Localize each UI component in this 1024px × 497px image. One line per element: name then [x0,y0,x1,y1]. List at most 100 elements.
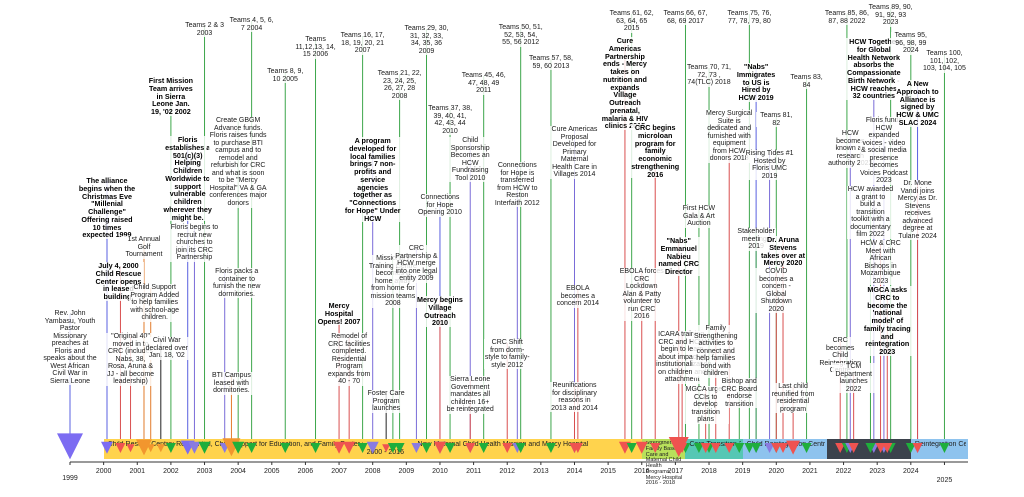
program-band [910,439,968,459]
year-label: 2019 [734,468,751,475]
event-label: Create GBGM Advance funds. Floris raises… [209,117,268,208]
event-label: Mercy Hospital Opens! 2007 [316,301,363,326]
event-marker [677,443,688,453]
event-label: Foster Care Program launches [364,390,409,413]
event-label: Teams 100, 101, 102, 103, 104, 105 [922,50,967,73]
event-label: Floris packs a container to furnish the … [211,268,262,299]
event-marker [366,441,379,454]
event-label: July 4, 2000 Child Rescue Center opens i… [92,262,145,301]
event-marker [835,443,846,453]
year-label: 2003 [196,468,213,475]
event-marker [343,441,356,454]
year-label: 2015 [600,468,616,475]
event-marker [939,443,950,453]
year-label: 2011 [466,468,482,475]
event-marker [778,443,789,453]
event-marker [156,444,165,453]
event-marker [357,443,368,453]
event-label: Teams 45, 46, 47, 48, 49 2011 [461,72,506,95]
event-label: A New Approach to Alliance is signed by … [895,79,940,127]
event-label: Teams 16, 17, 18, 19, 20, 21 2007 [339,32,386,55]
event-marker [724,443,735,453]
event-label: Last child reunified from residential pr… [771,383,816,414]
year-label: 2004 [230,468,246,475]
year-label: 2018 [701,468,717,475]
event-label: HCW becomes known as research authority … [827,130,874,168]
event-label: Floris establishes a 501(c)(3) Helping C… [159,136,216,222]
event-label: Teams 21, 22, 23, 24, 25, 26, 27, 28 200… [377,70,422,101]
event-label: CRC Shift from dorm-style to family-styl… [484,339,531,370]
event-label: Sierra Leone Government mandates all chi… [446,376,495,414]
event-marker [693,443,704,453]
year-label: 2016 [633,468,650,475]
year-label: 2000 [95,468,112,475]
year-label: 2024 [903,468,919,475]
event-label: Teams 66, 67, 68, 69 2017 [663,10,708,26]
program-band-label: 2000 - 2016 [366,449,404,456]
event-marker [882,443,893,453]
event-marker [465,443,476,453]
event-marker [411,443,422,453]
event-label: HCW awarded a grant to build a transitio… [847,186,894,239]
event-label: The alliance begins when the Christmas E… [76,176,137,240]
event-marker [751,443,762,453]
event-marker [710,443,721,453]
event-label: Teams 81, 82 [756,112,797,128]
event-marker [801,443,812,453]
event-label: TCM Department launches 2022 [831,363,876,394]
event-label: Connections for Hope Opening 2010 [416,194,463,217]
event-label: Dr. Mone Vandi joins Mercy as Dr. Steven… [894,180,941,241]
year-label: 2014 [566,468,583,475]
year-label: 2013 [533,468,549,475]
event-label: Teams 70, 71, 72, 73 , 74(TLC) 2018 [687,64,732,87]
year-label: 2002 [163,468,179,475]
event-marker [445,443,456,453]
event-label: Rev. John Yambasu, Youth Pastor Missiona… [43,310,97,386]
event-marker [668,437,689,457]
event-label: Teams 61, 62, 63, 64, 65 2015 [609,10,654,33]
event-label: Teams 50, 51, 52, 53, 54, 55, 56 2012 [498,24,543,47]
event-marker [545,443,556,453]
event-marker [569,443,580,453]
event-marker [905,443,916,453]
event-label: Teams 83, 84 [786,74,827,90]
event-marker [165,443,176,453]
event-label: Civil War declared over Jan. 18, '02 [144,337,189,360]
event-label: Floris funds HCW expanded voices - video… [859,117,908,185]
year-label: 2022 [835,468,852,475]
event-marker [188,441,201,454]
event-label: Family Strengthening activities to conne… [692,325,739,378]
year-label: 2001 [129,468,146,475]
event-label: "Nabs" Emmanuel Nabieu named CRC Directo… [655,237,702,276]
year-label: 2006 [297,468,314,475]
event-marker [734,443,745,453]
event-marker [626,443,637,453]
event-marker [57,433,83,460]
event-marker [100,441,113,454]
event-marker [635,441,648,454]
event-label: HCW & CRC Meet with African Bishops in M… [856,240,905,286]
event-label: Mercy begins Village Outreach 2010 [416,295,463,328]
event-marker [515,443,526,453]
event-label: Cure Americas Partnership ends - Mercy t… [600,36,649,131]
year-label: 1999 [62,475,78,482]
event-marker [387,443,398,453]
event-marker [848,443,859,453]
event-marker [394,443,405,453]
event-label: CRC Partnership & HCW merge into one leg… [393,245,440,283]
event-label: Teams 95, 96, 98, 99 2024 [890,32,931,55]
event-marker [744,443,755,453]
event-marker [135,439,152,456]
event-label: Teams 75, 76, 77, 78, 79, 80 [726,10,773,26]
event-marker [764,443,775,453]
event-marker [771,443,782,453]
event-label: Mercy Surgical Suite is dedicated and fu… [705,110,754,163]
event-label: Teams 89, 90, 91, 92, 93 2023 [868,4,913,27]
event-marker [433,441,446,454]
event-label: Rising Tides #1 Hosted by Floris UMC 201… [745,150,794,181]
event-label: MGCA asks CRC to become the 'national mo… [861,286,914,356]
event-marker [421,443,432,453]
event-marker [310,443,321,453]
event-label: Cure Americas Proposal Developed for Pri… [550,126,599,179]
